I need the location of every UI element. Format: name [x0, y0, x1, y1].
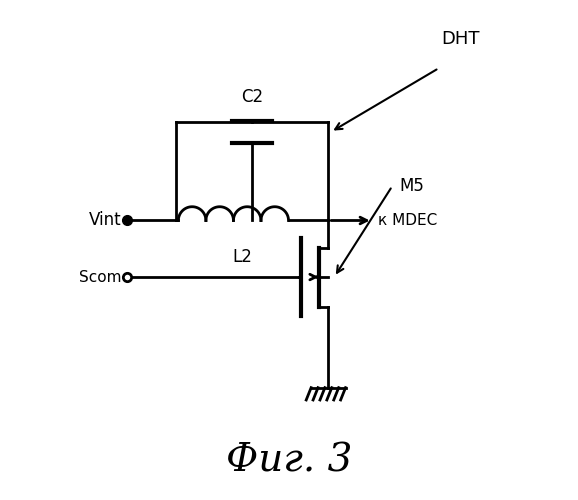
Text: M5: M5: [399, 177, 424, 195]
Text: Scom: Scom: [79, 270, 122, 284]
Text: Фиг. 3: Фиг. 3: [226, 443, 352, 480]
Text: L2: L2: [232, 248, 252, 266]
Text: C2: C2: [241, 88, 263, 106]
Text: DHT: DHT: [442, 30, 480, 48]
Text: Vint: Vint: [89, 212, 122, 230]
Text: к MDEC: к MDEC: [377, 213, 437, 228]
